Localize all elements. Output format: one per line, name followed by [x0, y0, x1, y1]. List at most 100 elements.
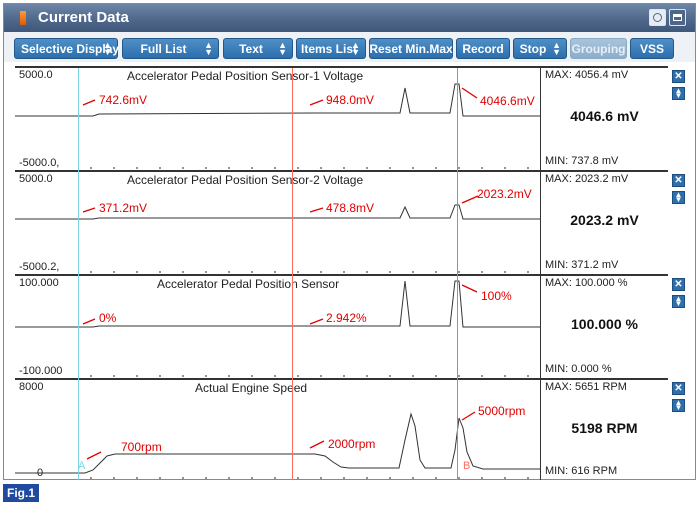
updown-arrow-icon: ▲ ▼: [204, 40, 213, 57]
scale-updown-icon[interactable]: ▲ ▼: [672, 295, 685, 308]
close-icon[interactable]: ✕: [672, 70, 685, 83]
annotation-label: 371.2mV: [99, 201, 148, 215]
min-value: MIN: 371.2 mV: [545, 259, 619, 271]
trace-svg: [15, 280, 540, 377]
annotation-label: 0%: [99, 311, 117, 325]
graph-title: Actual Engine Speed: [195, 381, 308, 395]
stop-label: Stop: [519, 41, 547, 56]
window-title: Current Data: [38, 9, 129, 26]
annotation-arrow: [82, 318, 96, 325]
cursor-mid-line[interactable]: [292, 68, 293, 480]
y-max-label: 100.000: [19, 277, 59, 289]
updown-arrow-icon: ▲ ▼: [278, 40, 287, 57]
vss-button[interactable]: VSS: [630, 38, 674, 59]
max-value: MAX: 2023.2 mV: [545, 173, 629, 185]
cursor-a-label: A: [78, 460, 86, 472]
scale-updown-icon[interactable]: ▲ ▼: [672, 399, 685, 412]
app-icon: [20, 11, 26, 25]
y-max-label: 5000.0: [19, 173, 53, 185]
annotation-arrow: [82, 207, 96, 213]
y-min-label: -5000.2,: [19, 261, 60, 273]
annotation-label: 478.8mV: [326, 201, 375, 215]
annotation-arrow: [309, 207, 324, 213]
graph-title: Accelerator Pedal Position Sensor: [157, 277, 340, 291]
current-value: 5198 RPM: [571, 420, 638, 436]
current-data-window: Current Data Selective Display ▲ ▼ Full Li…: [3, 3, 696, 480]
annotation-label: 2000rpm: [328, 437, 376, 451]
signal-trace: [15, 280, 540, 328]
annotation-arrow: [82, 99, 96, 106]
min-value: MIN: 0.000 %: [545, 363, 612, 375]
y-min-label: -5000.0,: [19, 157, 60, 169]
value-panel: MAX: 2023.2 mV 2023.2 mV MIN: 371.2 mV: [540, 170, 668, 274]
annotation-label: 2023.2mV: [477, 187, 532, 201]
vss-label: VSS: [639, 41, 664, 56]
title-bar: Current Data: [4, 4, 695, 32]
min-value: MIN: 616 RPM: [545, 465, 618, 477]
reset-minmax-button[interactable]: Reset Min.Max: [369, 38, 453, 59]
plot-area[interactable]: 8000 0 Actual Engine Speed 700rpm 2000rp…: [15, 378, 540, 480]
updown-arrow-icon: ▲ ▼: [103, 40, 112, 57]
y-max-label: 8000: [19, 381, 44, 393]
signal-trace: [15, 204, 540, 220]
reset-minmax-label: Reset Min.Max: [369, 41, 453, 56]
x-tick-marks: [90, 271, 529, 273]
max-value: MAX: 4056.4 mV: [545, 69, 629, 81]
x-tick-marks: [90, 167, 529, 169]
window-mode-icon[interactable]: [669, 9, 686, 26]
close-icon[interactable]: ✕: [672, 382, 685, 395]
current-value: 4046.6 mV: [570, 108, 639, 124]
plot-area[interactable]: 5000.0 -5000.0, Accelerator Pedal Positi…: [15, 66, 540, 170]
cursor-b-line[interactable]: [457, 68, 458, 480]
scale-updown-icon[interactable]: ▲ ▼: [672, 87, 685, 100]
plot-area[interactable]: 100.000 -100.000 Accelerator Pedal Posit…: [15, 274, 540, 378]
value-panel: MAX: 100.000 % 100.000 % MIN: 0.000 %: [540, 274, 668, 378]
signal-trace: [15, 412, 540, 474]
signal-trace: [15, 83, 540, 117]
x-tick-marks: [90, 477, 529, 479]
stop-dropdown[interactable]: Stop ▲ ▼: [513, 38, 567, 59]
cursor-a-line[interactable]: [78, 68, 79, 480]
plot-area[interactable]: 5000.0 -5000.2, Accelerator Pedal Positi…: [15, 170, 540, 274]
grouping-button[interactable]: Grouping: [570, 38, 627, 59]
close-icon[interactable]: ✕: [672, 278, 685, 291]
toolbar: Selective Display ▲ ▼ Full List ▲ ▼ Text ▲ ▼ I…: [4, 32, 695, 62]
items-list-dropdown[interactable]: Items List ▲ ▼: [296, 38, 366, 59]
annotation-arrow: [461, 411, 476, 421]
items-list-label: Items List: [301, 41, 358, 56]
updown-arrow-icon: ▲ ▼: [351, 40, 360, 57]
annotation-arrow: [309, 440, 325, 449]
scale-updown-icon[interactable]: ▲ ▼: [672, 191, 685, 204]
grouping-label: Grouping: [571, 41, 626, 56]
graph-aps1-voltage: 5000.0 -5000.0, Accelerator Pedal Positi…: [4, 66, 695, 170]
min-value: MIN: 737.8 mV: [545, 155, 619, 167]
setup-icon[interactable]: [649, 9, 666, 26]
full-list-dropdown[interactable]: Full List ▲ ▼: [122, 38, 219, 59]
record-button[interactable]: Record: [456, 38, 510, 59]
graph-title: Accelerator Pedal Position Sensor-1 Volt…: [127, 69, 364, 83]
annotation-label: 100%: [481, 289, 512, 303]
figure-label: Fig.1: [3, 484, 39, 502]
annotation-label: 5000rpm: [478, 404, 526, 418]
record-label: Record: [462, 41, 504, 56]
annotation-label: 2.942%: [326, 311, 367, 325]
graph-engine-speed: 8000 0 Actual Engine Speed 700rpm 2000rp…: [4, 378, 695, 480]
value-panel: MAX: 4056.4 mV 4046.6 mV MIN: 737.8 mV: [540, 66, 668, 170]
graph-aps2-voltage: 5000.0 -5000.2, Accelerator Pedal Positi…: [4, 170, 695, 274]
text-label: Text: [239, 41, 263, 56]
annotation-label: 948.0mV: [326, 93, 375, 107]
y-min-label: -100.000: [19, 365, 63, 377]
current-value: 2023.2 mV: [570, 212, 639, 228]
annotation-arrow: [309, 318, 324, 325]
close-icon[interactable]: ✕: [672, 174, 685, 187]
x-tick-marks: [90, 375, 529, 377]
cursor-b-label: B: [463, 460, 471, 472]
annotation-arrow: [461, 87, 478, 99]
value-panel: MAX: 5651 RPM 5198 RPM MIN: 616 RPM: [540, 378, 668, 480]
updown-arrow-icon: ▲ ▼: [552, 40, 561, 57]
annotation-arrow: [461, 284, 478, 293]
selective-display-dropdown[interactable]: Selective Display ▲ ▼: [14, 38, 119, 59]
annotation-label: 742.6mV: [99, 93, 148, 107]
text-dropdown[interactable]: Text ▲ ▼: [223, 38, 293, 59]
annotation-label: 4046.6mV: [480, 94, 535, 108]
